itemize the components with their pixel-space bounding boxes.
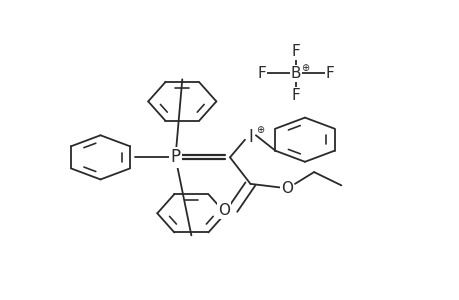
Text: O: O [218, 203, 230, 218]
Text: P: P [170, 148, 180, 166]
Text: ⊕: ⊕ [256, 125, 264, 135]
Text: O: O [280, 181, 292, 196]
Text: F: F [291, 44, 300, 59]
Text: F: F [257, 66, 266, 81]
Text: I: I [247, 128, 252, 146]
Text: F: F [291, 88, 300, 103]
Text: B: B [290, 66, 301, 81]
Text: F: F [325, 66, 334, 81]
Text: ⊕: ⊕ [300, 63, 308, 73]
